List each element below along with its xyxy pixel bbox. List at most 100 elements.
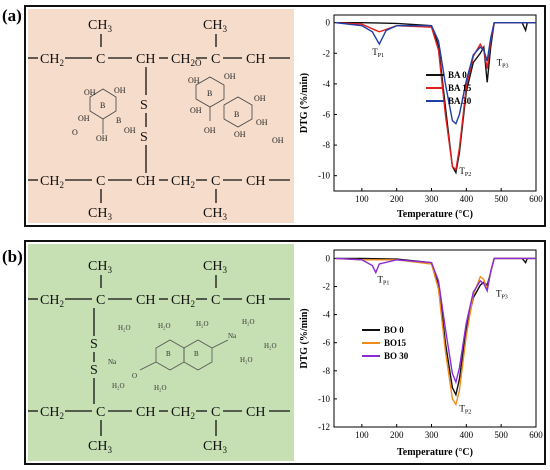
x-tick-label: 400 — [460, 194, 474, 204]
x-axis-label: Temperature (°C) — [397, 447, 473, 458]
svg-text:OH: OH — [84, 88, 96, 97]
series-line-ba-30 — [335, 22, 536, 125]
ch-label: CH — [246, 293, 265, 308]
y-axis-label: DTG (%/min) — [299, 73, 310, 133]
y-tick-label: 0 — [326, 253, 331, 263]
svg-text:H₂O: H₂O — [242, 318, 255, 326]
svg-text:B: B — [207, 89, 212, 98]
x-tick-label: 300 — [425, 194, 439, 204]
structure-pane-b: CH3 CH3 CH2 C CH CH2 C CH S S CH2 C CH C… — [28, 244, 294, 461]
svg-text:H₂O: H₂O — [112, 382, 125, 390]
panel-label-b: (b) — [2, 247, 23, 266]
svg-text:B: B — [166, 350, 171, 358]
polymer-structure-b: CH3 CH3 CH2 C CH CH2 C CH S S CH2 C CH C… — [28, 259, 290, 455]
svg-text:B: B — [116, 116, 121, 125]
ch2-label: CH2 — [40, 405, 64, 421]
y-tick-label: -8 — [323, 366, 331, 376]
x-tick-label: 600 — [529, 430, 543, 440]
legend-label: BA 15 — [448, 83, 472, 93]
ch3-label: CH3 — [203, 439, 227, 455]
y-tick-label: -6 — [323, 338, 331, 348]
sulfur-label: S — [90, 337, 98, 352]
svg-text:H₂O: H₂O — [154, 384, 167, 392]
legend-label: BO 0 — [384, 325, 404, 335]
ch2-label: CH2 — [40, 52, 64, 68]
svg-text:O: O — [72, 128, 78, 137]
ch-label: CH — [136, 52, 155, 67]
ch3-label: CH3 — [88, 259, 112, 275]
ch3-label: CH3 — [203, 259, 227, 275]
sulfur-label: S — [140, 130, 148, 145]
svg-text:Na: Na — [228, 332, 237, 340]
x-tick-label: 500 — [494, 430, 508, 440]
ch2-label: CH2 — [171, 405, 195, 421]
series-line-bo-30 — [335, 257, 536, 385]
c-label: C — [211, 405, 220, 420]
peak-annotation: TP1 — [372, 47, 384, 59]
legend-label: BA 0 — [448, 70, 467, 80]
svg-text:B: B — [100, 101, 105, 110]
c-label: C — [96, 293, 105, 308]
peak-annotation: TP1 — [378, 274, 390, 286]
x-tick-label: 200 — [390, 194, 404, 204]
y-tick-label: -6 — [323, 109, 331, 119]
svg-text:OH: OH — [114, 86, 126, 95]
plot-frame — [333, 249, 537, 428]
panel-label-a: (a) — [2, 6, 22, 25]
dtg-chart-a: 100 200 300 400 500 600 0 -2 -4 -6 -8 -10 Temperatur… — [299, 14, 543, 220]
y-tick-label: 0 — [326, 18, 331, 28]
svg-text:B: B — [194, 350, 199, 358]
c-label: C — [211, 293, 220, 308]
svg-text:H₂O: H₂O — [196, 320, 209, 328]
svg-text:O: O — [132, 372, 137, 380]
svg-text:H₂O: H₂O — [158, 322, 171, 330]
c-label: C — [211, 52, 220, 67]
ch2-label: CH2 — [40, 174, 64, 190]
plot-frame — [333, 14, 537, 192]
borax-cluster: B B O Na Na H₂O H₂O H₂O H₂O H₂O H₂O H₂O H₂O — [108, 318, 277, 392]
svg-text:OH: OH — [188, 76, 200, 85]
peak-annotation: TP2 — [459, 404, 471, 416]
legend-label: BO 30 — [384, 351, 409, 361]
peak-annotation: TP3 — [497, 58, 509, 70]
y-tick-label: -8 — [323, 140, 331, 150]
x-tick-label: 300 — [425, 430, 439, 440]
y-tick-label: -2 — [323, 48, 331, 58]
ch2-label: CH2 — [40, 293, 64, 309]
svg-text:OH: OH — [190, 106, 202, 115]
ch-label: CH — [136, 405, 155, 420]
series-line-ba-0 — [335, 22, 536, 175]
y-tick-label: -10 — [318, 171, 330, 181]
ch3-label: CH3 — [88, 18, 112, 34]
ch2-label: CH2O — [171, 52, 202, 68]
svg-text:OH: OH — [256, 118, 268, 127]
ch3-label: CH3 — [203, 206, 227, 222]
svg-text:H₂O: H₂O — [118, 324, 131, 332]
svg-text:Na: Na — [108, 358, 117, 366]
legend-label: BA 30 — [448, 96, 472, 106]
svg-text:OH: OH — [254, 94, 266, 103]
y-tick-label: -2 — [323, 282, 331, 292]
ch-label: CH — [246, 52, 265, 67]
svg-text:OH: OH — [224, 72, 236, 81]
svg-text:B: B — [234, 110, 239, 119]
polymer-structure-a: CH3 CH3 CH2 C CH CH2O C CH S S CH2 C CH … — [28, 18, 290, 222]
x-tick-label: 400 — [460, 430, 474, 440]
svg-text:OH: OH — [234, 130, 246, 139]
backbone-bonds — [28, 34, 290, 203]
x-tick-label: 100 — [355, 430, 369, 440]
panel-a: CH3 CH3 CH2 C CH CH2O C CH S S CH2 C CH … — [24, 5, 546, 227]
structure-pane-a: CH3 CH3 CH2 C CH CH2O C CH S S CH2 C CH … — [28, 9, 294, 223]
c-label: C — [96, 52, 105, 67]
legend-label: BO15 — [384, 338, 407, 348]
boric-acid-cluster: OH OH B B OH OH OH OH OH OH — [188, 72, 284, 145]
svg-text:OH: OH — [124, 126, 136, 135]
boric-acid-cluster: OH OH BOH BOH OHO — [72, 86, 136, 143]
peak-annotation: TP2 — [459, 166, 471, 178]
ch3-label: CH3 — [203, 18, 227, 34]
svg-text:OH: OH — [204, 126, 216, 135]
series-line-bo15 — [335, 257, 536, 407]
svg-text:OH: OH — [272, 136, 284, 145]
y-axis-label: DTG (%/min) — [299, 308, 310, 368]
ch-label: CH — [136, 293, 155, 308]
